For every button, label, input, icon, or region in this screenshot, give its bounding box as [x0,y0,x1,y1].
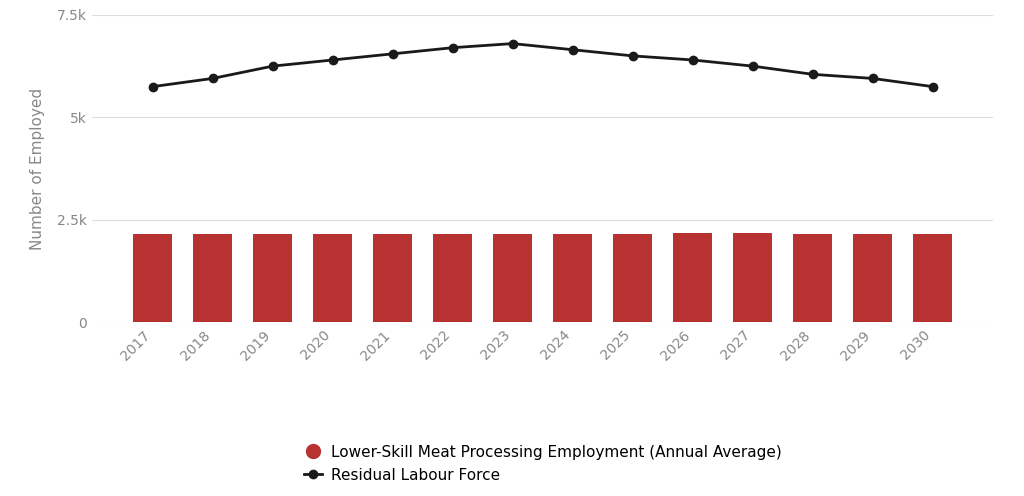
Bar [373,234,413,322]
Bar [673,233,713,322]
Bar [313,234,352,322]
Bar [913,234,952,322]
Bar [194,234,232,322]
Bar [133,234,172,322]
Bar [553,234,592,322]
Bar [613,234,652,322]
Bar [853,234,892,322]
Bar [253,234,292,322]
Bar [433,234,472,322]
Y-axis label: Number of Employed: Number of Employed [31,88,45,249]
Bar [733,233,772,322]
Bar [494,234,532,322]
Bar [794,234,833,322]
Legend: Lower-Skill Meat Processing Employment (Annual Average), Residual Labour Force: Lower-Skill Meat Processing Employment (… [298,439,787,489]
